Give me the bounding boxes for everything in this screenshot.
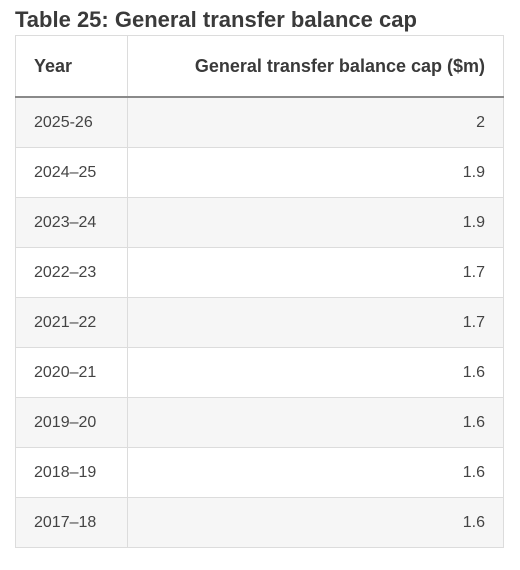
cell-year: 2017–18: [15, 497, 128, 548]
column-header-cap: General transfer balance cap ($m): [127, 35, 504, 98]
cell-cap: 1.7: [127, 247, 504, 298]
table-row: 2022–23 1.7: [15, 247, 504, 298]
cell-year: 2023–24: [15, 197, 128, 248]
table-row: 2019–20 1.6: [15, 397, 504, 448]
table-row: 2021–22 1.7: [15, 297, 504, 348]
cell-cap: 1.7: [127, 297, 504, 348]
transfer-balance-cap-table: Year General transfer balance cap ($m) 2…: [15, 35, 504, 548]
cell-cap: 1.9: [127, 197, 504, 248]
table-row: 2020–21 1.6: [15, 347, 504, 398]
table-row: 2024–25 1.9: [15, 147, 504, 198]
cell-year: 2019–20: [15, 397, 128, 448]
cell-cap: 1.6: [127, 497, 504, 548]
cell-cap: 1.6: [127, 397, 504, 448]
table-row: 2025-26 2: [15, 96, 504, 148]
cell-cap: 1.6: [127, 447, 504, 498]
cell-year: 2020–21: [15, 347, 128, 398]
table-header-row: Year General transfer balance cap ($m): [15, 35, 504, 98]
cell-year: 2018–19: [15, 447, 128, 498]
table-row: 2017–18 1.6: [15, 497, 504, 548]
cell-year: 2025-26: [15, 96, 128, 148]
cell-year: 2021–22: [15, 297, 128, 348]
table-row: 2018–19 1.6: [15, 447, 504, 498]
cell-cap: 2: [127, 96, 504, 148]
cell-year: 2022–23: [15, 247, 128, 298]
column-header-year: Year: [15, 35, 128, 98]
cell-cap: 1.9: [127, 147, 504, 198]
cell-year: 2024–25: [15, 147, 128, 198]
cell-cap: 1.6: [127, 347, 504, 398]
table-title: Table 25: General transfer balance cap: [15, 7, 417, 32]
table-row: 2023–24 1.9: [15, 197, 504, 248]
